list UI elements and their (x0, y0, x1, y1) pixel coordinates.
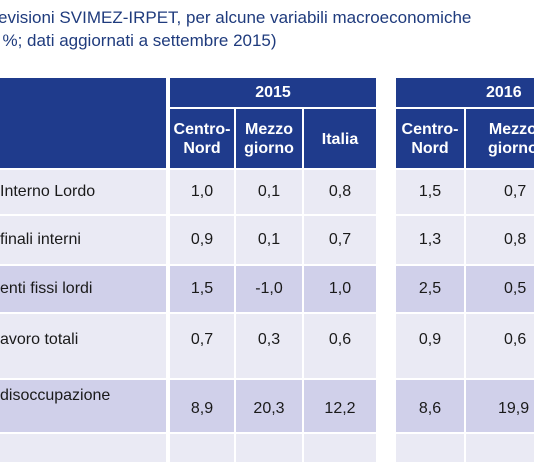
table-cell: 0,8 (504, 231, 527, 248)
table-cell: 20,3 (253, 400, 285, 417)
table-cell: 1,3 (418, 231, 442, 248)
table-cell: 0,9 (418, 331, 442, 348)
row-label: enti fissi lordi (0, 280, 93, 297)
year-2016-header: 2016 (486, 84, 522, 101)
table-cell: 0,6 (328, 331, 352, 348)
table-cell: 1,5 (418, 183, 442, 200)
table-cell: 8,6 (418, 400, 442, 417)
table-cell: 1,0 (328, 280, 352, 297)
table-cell: 0,1 (257, 183, 281, 200)
table-cell: 1,5 (190, 280, 214, 297)
col-mezzogiorno-2016: Mezzo giorno (488, 121, 534, 157)
table-row (0, 216, 534, 264)
table-row (0, 170, 534, 214)
table-cell: -1,0 (255, 280, 283, 297)
row-label: avoro totali (0, 331, 79, 348)
row-label: finali interni (0, 231, 81, 248)
forecast-table: 2015 2016 Centro- Nord Mezzo giorno Ital… (0, 78, 534, 462)
table-cell: 0,7 (190, 331, 214, 348)
table-cell: 1,0 (190, 183, 214, 200)
table-cell: 2,5 (418, 280, 442, 297)
title-line-1: evisioni SVIMEZ-IRPET, per alcune variab… (0, 8, 472, 27)
table-header (0, 78, 534, 168)
table-cell: 0,6 (504, 331, 527, 348)
table-cell: 0,1 (257, 231, 281, 248)
year-2015-header: 2015 (255, 84, 291, 101)
row-label: disoccupazione (0, 387, 111, 404)
table-cell: 0,7 (504, 183, 527, 200)
table-cell: 0,5 (504, 280, 527, 297)
table-cell: 0,8 (328, 183, 352, 200)
table-title: evisioni SVIMEZ-IRPET, per alcune variab… (0, 6, 534, 52)
table-cell: 0,3 (257, 331, 281, 348)
row-label: Interno Lordo (0, 183, 96, 200)
table-row (0, 314, 534, 378)
table-cell: 0,9 (190, 231, 214, 248)
col-italia-2015: Italia (321, 130, 359, 148)
table-row (0, 434, 534, 462)
table-cell: 12,2 (324, 400, 356, 417)
table-cell: 0,7 (328, 231, 352, 248)
table-cell: 19,9 (498, 400, 530, 417)
col-centro-nord-2015: Centro- Nord (173, 121, 231, 157)
table-cell: 8,9 (190, 400, 214, 417)
col-mezzogiorno-2015: Mezzo giorno (244, 121, 294, 157)
title-line-2: i %; dati aggiornati a settembre 2015) (0, 31, 277, 50)
table-row (0, 266, 534, 312)
col-centro-nord-2016: Centro- Nord (401, 121, 459, 157)
